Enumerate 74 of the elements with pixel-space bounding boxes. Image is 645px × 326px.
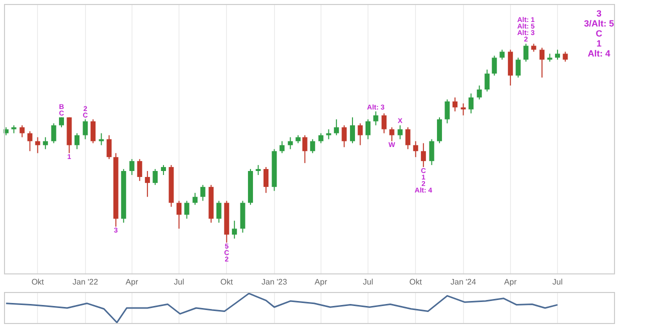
- candlestick: [492, 55, 497, 76]
- candlestick: [334, 118, 339, 136]
- text: 3/Alt: 5: [584, 18, 614, 28]
- candlestick: [555, 49, 560, 60]
- candlestick: [51, 122, 56, 144]
- annotation: Alt: 4: [588, 48, 610, 58]
- candlestick: [429, 138, 434, 166]
- candlestick: [302, 134, 308, 164]
- annotation: 1: [596, 38, 602, 48]
- x-tick-label: Okt: [31, 277, 45, 286]
- candlestick: [176, 200, 182, 230]
- candlestick: [256, 164, 261, 176]
- candlestick: [137, 158, 142, 182]
- candlestick: [216, 200, 222, 224]
- candlestick: [90, 118, 96, 144]
- candlestick: [382, 112, 387, 134]
- x-tick-label: Okt: [220, 277, 234, 286]
- candlestick: [318, 132, 324, 144]
- x-tick-label: Jan '22: [72, 277, 99, 286]
- candlestick: [350, 116, 355, 144]
- x-tick-label: Apr: [314, 277, 328, 286]
- candlestick: [413, 140, 418, 158]
- candlestick: [74, 132, 80, 150]
- candlestick: [42, 136, 48, 150]
- candlestick: [523, 43, 528, 62]
- x-tick-label: Jul: [174, 277, 184, 286]
- candlestick: [27, 130, 32, 152]
- candlestick: [436, 116, 442, 144]
- candlestick: [264, 166, 269, 194]
- candlestick: [516, 57, 521, 78]
- candlestick: [508, 49, 513, 86]
- x-tick-label: Okt: [409, 277, 423, 286]
- candlestick: [398, 124, 403, 140]
- candlestick: [184, 200, 190, 220]
- candlestick: [232, 220, 237, 240]
- candlestick: [358, 122, 363, 146]
- candlestick: [160, 164, 166, 176]
- x-tick-label: Jan '24: [450, 277, 477, 286]
- candlestick: [420, 142, 426, 168]
- x-tick-label: Jul: [552, 277, 563, 286]
- candlestick: [562, 51, 568, 62]
- candlestick: [280, 140, 285, 154]
- candlestick: [444, 98, 450, 124]
- x-tick-label: Apr: [504, 277, 517, 286]
- candlestick: [452, 96, 458, 112]
- candlestick: [373, 110, 378, 126]
- candlestick: [98, 132, 104, 146]
- candlestick: [326, 128, 332, 140]
- candlestick: [405, 126, 410, 150]
- candlestick: [366, 118, 371, 140]
- candlestick: [152, 168, 158, 186]
- candlestick: [460, 102, 466, 116]
- candlestick: [144, 170, 150, 198]
- candlestick: [106, 134, 112, 160]
- candlestick: [20, 124, 25, 138]
- candlestick: [192, 192, 198, 206]
- text: C: [596, 28, 603, 38]
- candlestick: [476, 85, 482, 100]
- candlestick: [35, 136, 40, 154]
- candlestick: [288, 136, 293, 150]
- candlestick: [129, 158, 134, 176]
- x-tick-label: Apr: [126, 277, 138, 286]
- x-tick-label: Jul: [362, 277, 374, 286]
- text: 3: [596, 8, 602, 18]
- candlestick: [484, 69, 490, 92]
- candlestick: [389, 126, 394, 142]
- candlestick: [342, 124, 347, 148]
- candlestick: [82, 118, 88, 140]
- candlestick: [500, 49, 505, 60]
- candlestick: [468, 92, 474, 114]
- candlestick: [200, 184, 206, 202]
- candlestick: [539, 47, 544, 78]
- x-tick-label: Jan '23: [262, 277, 288, 286]
- candlestick: [310, 138, 316, 154]
